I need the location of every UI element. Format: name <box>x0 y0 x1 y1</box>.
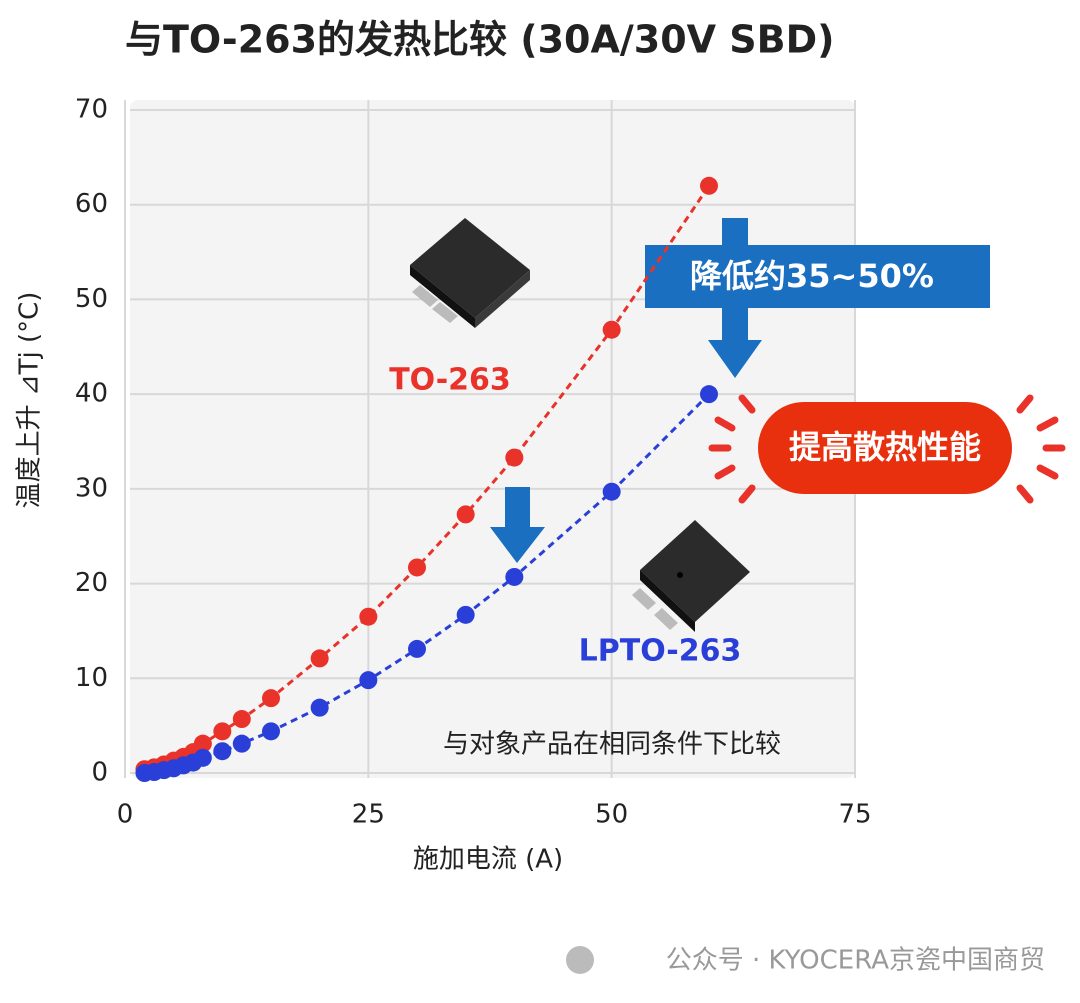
data-point <box>408 558 426 577</box>
data-point <box>700 385 718 404</box>
note: 与对象产品在相同条件下比较 <box>443 730 781 760</box>
reduction-label: 降低约35~50% <box>690 257 934 295</box>
to263-chip <box>410 218 530 328</box>
reduction-box <box>645 245 990 308</box>
y-tick-label: 40 <box>75 379 108 409</box>
x-tick-label: 25 <box>352 800 385 830</box>
data-point <box>359 607 378 626</box>
marks <box>135 176 718 782</box>
data-point <box>262 722 280 741</box>
data-point <box>310 649 329 668</box>
data-point <box>213 722 232 741</box>
data-point <box>359 671 378 690</box>
y-tick-label: 30 <box>75 473 108 503</box>
data-point <box>193 748 212 767</box>
x-axis-label: 施加电流 (A) <box>413 845 563 875</box>
footer: 公众号 · KYOCERA京瓷中国商贸 <box>666 946 1045 976</box>
data-point <box>213 742 232 761</box>
data-point <box>232 710 251 729</box>
data-point <box>408 639 426 658</box>
y-axis-label: 温度上升 ⊿Tj (°C) <box>15 292 45 509</box>
data-point <box>193 734 212 753</box>
x-tick-label: 50 <box>595 800 628 830</box>
data-point <box>232 734 251 753</box>
series-label: TO-263 <box>389 363 511 398</box>
footer-icon <box>566 946 594 974</box>
series-label: LPTO-263 <box>579 634 742 669</box>
y-tick-label: 50 <box>75 284 108 314</box>
x-tick-label: 75 <box>838 800 871 830</box>
y-tick-label: 10 <box>75 663 108 693</box>
data-point <box>602 320 621 339</box>
improve-label: 提高散热性能 <box>789 428 981 466</box>
chart-title: 与TO-263的发热比较 (30A/30V SBD) <box>125 18 835 62</box>
y-tick-label: 70 <box>75 95 108 125</box>
y-tick-label: 20 <box>75 568 108 598</box>
x-tick-label: 0 <box>117 800 134 830</box>
data-point <box>505 448 524 467</box>
data-point <box>602 482 621 501</box>
data-point <box>505 567 524 586</box>
lpto263-chip <box>632 520 750 632</box>
data-point <box>262 689 280 708</box>
improve-pill <box>758 402 1012 494</box>
data-point <box>310 698 329 717</box>
burst <box>708 394 1066 504</box>
data-point <box>456 505 475 524</box>
plot-background <box>130 100 855 778</box>
data-point <box>700 176 718 195</box>
arrow <box>490 487 545 563</box>
y-tick-label: 0 <box>91 758 108 788</box>
data-point <box>456 605 475 624</box>
y-tick-label: 60 <box>75 189 108 219</box>
